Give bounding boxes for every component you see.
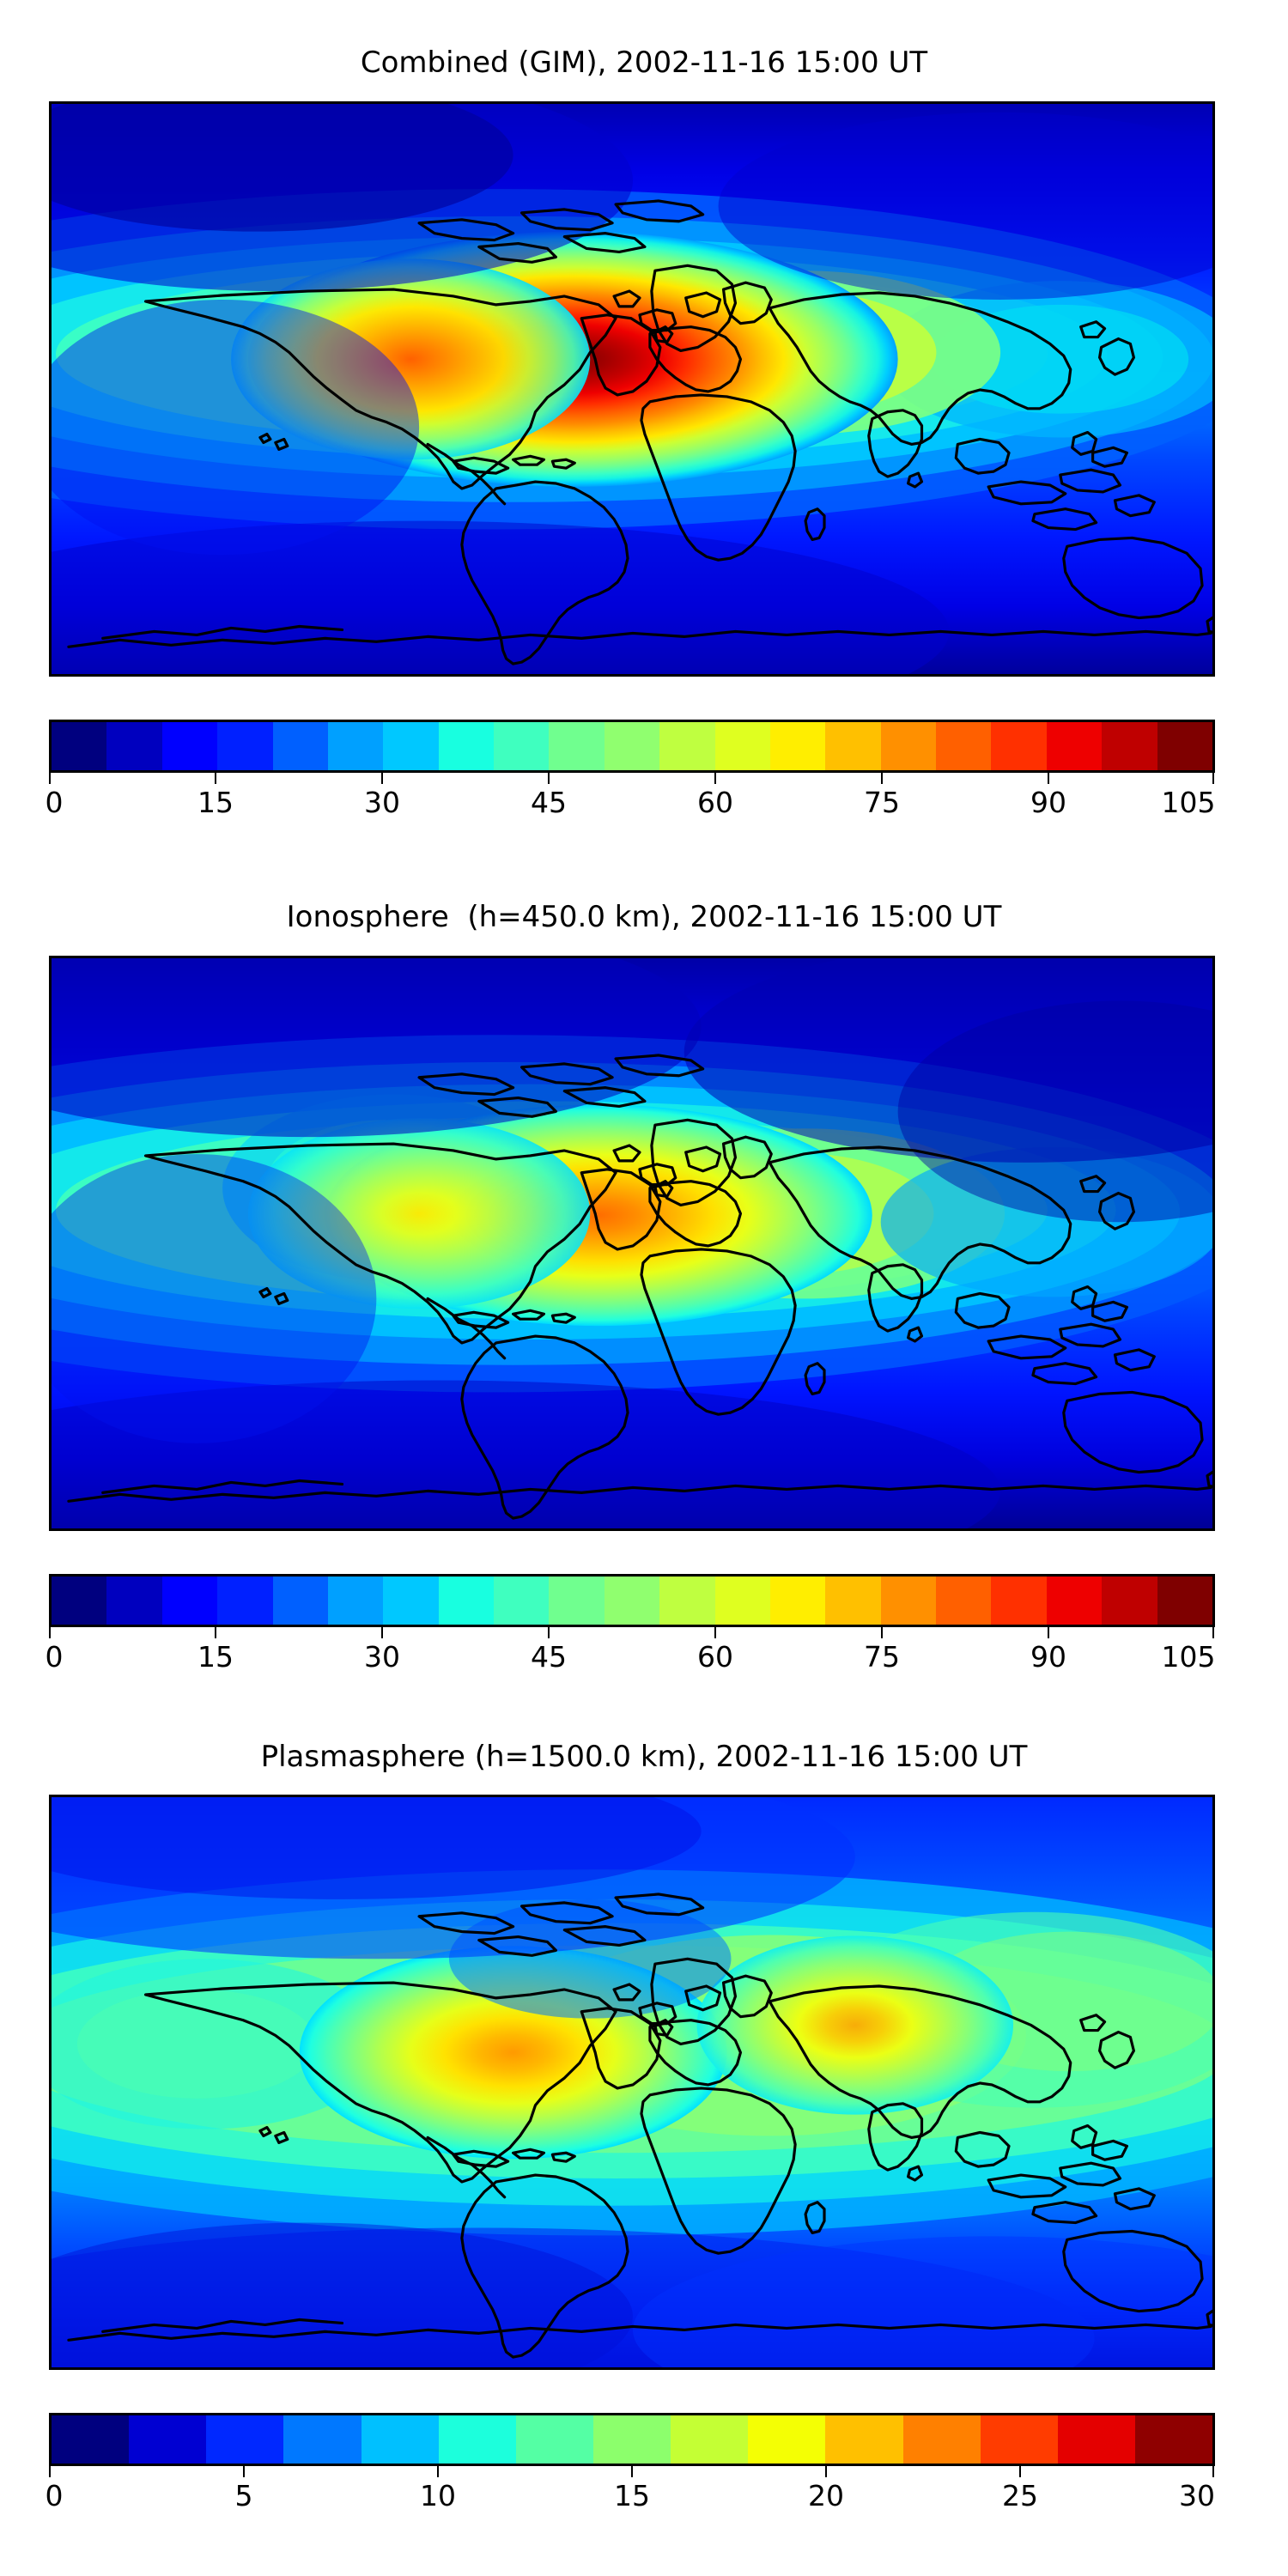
colorbar-ticks-ionosphere: 0 15 30 45 60 75 90 105	[45, 1627, 1216, 1679]
panel-plasmasphere: Plasmasphere (h=1500.0 km), 2002-11-16 1…	[0, 1717, 1288, 2576]
colorbar-ticks-combined: 0 15 30 45 60 75 90 105	[45, 773, 1216, 824]
cbar-tick-label: 105	[1161, 786, 1216, 819]
panel-title-combined: Combined (GIM), 2002-11-16 15:00 UT	[360, 46, 928, 80]
map-field-combined	[52, 104, 1212, 674]
cbar-tick-label: 30	[364, 1640, 400, 1674]
colorbar-gradient-combined	[52, 722, 1212, 770]
map-field-plasmasphere	[52, 1797, 1212, 2367]
cbar-tick-label: 60	[697, 1640, 733, 1674]
cbar-tick-label: 105	[1161, 1640, 1216, 1674]
cbar-tick-label: 75	[864, 1640, 900, 1674]
colorbar-gradient-ionosphere	[52, 1577, 1212, 1625]
cbar-tick-label: 75	[864, 786, 900, 819]
panel-combined: Combined (GIM), 2002-11-16 15:00 UT	[0, 0, 1288, 859]
cbar-tick-label: 60	[697, 786, 733, 819]
map-field-ionosphere	[52, 958, 1212, 1528]
cbar-tick-label: 5	[234, 2479, 253, 2512]
cbar-tick-label: 25	[1002, 2479, 1038, 2512]
cbar-tick-label: 20	[808, 2479, 844, 2512]
colorbar-gradient-plasmasphere	[52, 2415, 1212, 2464]
map-axes-ionosphere	[49, 956, 1215, 1531]
cbar-tick-label: 10	[420, 2479, 456, 2512]
cbar-tick-label: 30	[364, 786, 400, 819]
cbar-tick-label: 15	[197, 1640, 234, 1674]
panel-ionosphere: Ionosphere (h=450.0 km), 2002-11-16 15:0…	[0, 859, 1288, 1717]
colorbar-plasmasphere	[49, 2413, 1215, 2466]
cbar-tick-label: 15	[614, 2479, 650, 2512]
cbar-tick-label: 90	[1030, 1640, 1066, 1674]
cbar-tick-label: 0	[45, 2479, 64, 2512]
cbar-tick-label: 0	[45, 1640, 64, 1674]
map-axes-combined	[49, 101, 1215, 677]
cbar-tick-label: 45	[531, 786, 567, 819]
cbar-tick-label: 15	[197, 786, 234, 819]
cbar-tick-label: 0	[45, 786, 64, 819]
panel-title-ionosphere: Ionosphere (h=450.0 km), 2002-11-16 15:0…	[286, 900, 1002, 934]
cbar-tick-label: 45	[531, 1640, 567, 1674]
colorbar-ionosphere	[49, 1574, 1215, 1627]
colorbar-combined	[49, 720, 1215, 773]
cbar-tick-label: 30	[1179, 2479, 1215, 2512]
colorbar-ticks-plasmasphere: 0 5 10 15 20 25 30	[45, 2466, 1215, 2518]
panel-title-plasmasphere: Plasmasphere (h=1500.0 km), 2002-11-16 1…	[260, 1740, 1028, 1774]
cbar-tick-label: 90	[1030, 786, 1066, 819]
map-axes-plasmasphere	[49, 1795, 1215, 2370]
